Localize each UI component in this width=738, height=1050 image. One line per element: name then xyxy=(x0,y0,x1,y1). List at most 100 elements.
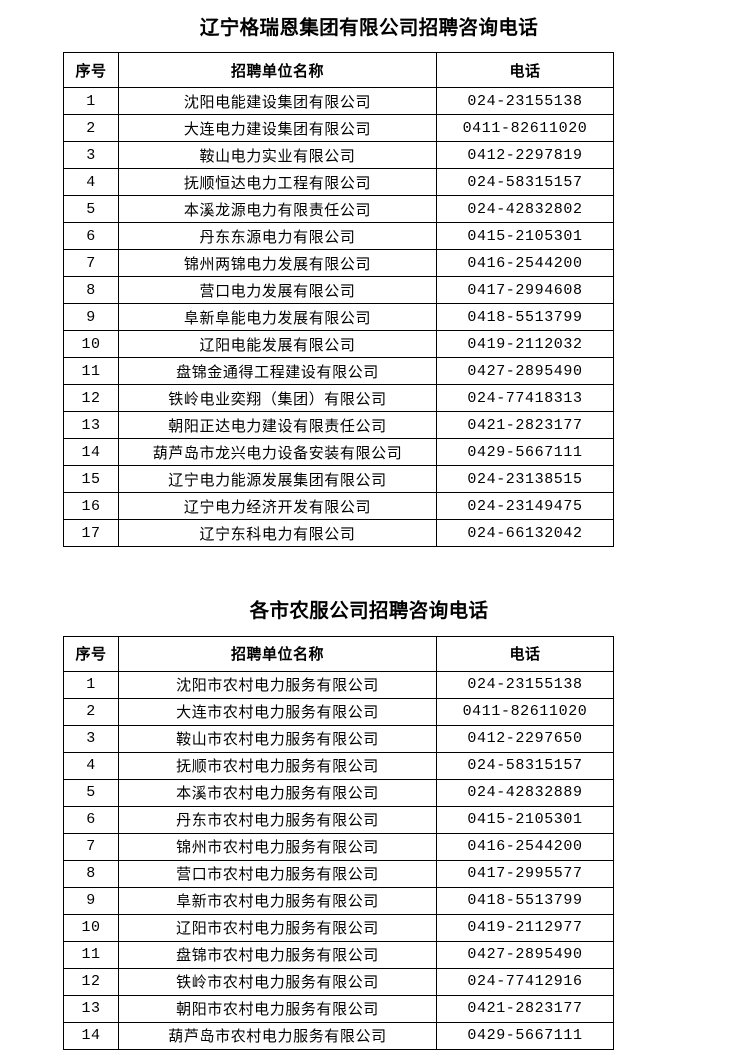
cell-phone-number: 0429-5667111 xyxy=(436,438,614,467)
cell-phone-number: 024-77412916 xyxy=(436,967,614,996)
section-group-companies: 辽宁格瑞恩集团有限公司招聘咨询电话 序号 招聘单位名称 电话 1 沈阳电能建设集团… xyxy=(63,17,614,548)
table-row: 2 大连市农村电力服务有限公司 0411-82611020 xyxy=(63,697,614,726)
cell-index: 12 xyxy=(63,384,119,413)
table-row: 4 抚顺市农村电力服务有限公司 024-58315157 xyxy=(63,751,614,780)
cell-company-name: 辽阳电能发展有限公司 xyxy=(118,330,437,359)
cell-company-name: 营口市农村电力服务有限公司 xyxy=(118,859,437,888)
cell-phone-number: 0427-2895490 xyxy=(436,357,614,386)
cell-phone-number: 024-58315157 xyxy=(436,751,614,780)
table-row: 12 铁岭电业奕翔（集团）有限公司 024-77418313 xyxy=(63,384,614,413)
cell-phone-number: 024-23155138 xyxy=(436,87,614,116)
cell-company-name: 锦州市农村电力服务有限公司 xyxy=(118,832,437,861)
table-wrapper-group-companies: 序号 招聘单位名称 电话 1 沈阳电能建设集团有限公司 024-23155138 2 大… xyxy=(63,52,614,548)
cell-company-name: 阜新阜能电力发展有限公司 xyxy=(118,303,437,332)
table-row: 7 锦州市农村电力服务有限公司 0416-2544200 xyxy=(63,832,614,861)
cell-index: 3 xyxy=(63,724,119,753)
table-row: 13 朝阳市农村电力服务有限公司 0421-2823177 xyxy=(63,994,614,1023)
table-row: 13 朝阳正达电力建设有限责任公司 0421-2823177 xyxy=(63,411,614,440)
cell-phone-number: 0416-2544200 xyxy=(436,832,614,861)
cell-company-name: 辽阳市农村电力服务有限公司 xyxy=(118,913,437,942)
table-row: 10 辽阳电能发展有限公司 0419-2112032 xyxy=(63,330,614,359)
table-row: 10 辽阳市农村电力服务有限公司 0419-2112977 xyxy=(63,913,614,942)
cell-phone-number: 024-42832802 xyxy=(436,195,614,224)
cell-phone-number: 0419-2112977 xyxy=(436,913,614,942)
cell-index: 9 xyxy=(63,303,119,332)
cell-index: 4 xyxy=(63,168,119,197)
cell-phone-number: 0415-2105301 xyxy=(436,222,614,251)
table-row: 15 辽宁电力能源发展集团有限公司 024-23138515 xyxy=(63,465,614,494)
cell-index: 14 xyxy=(63,1021,119,1050)
cell-company-name: 阜新市农村电力服务有限公司 xyxy=(118,886,437,915)
cell-index: 6 xyxy=(63,222,119,251)
cell-company-name: 沈阳市农村电力服务有限公司 xyxy=(118,670,437,699)
page-title-rural-service-companies: 各市农服公司招聘咨询电话 xyxy=(249,600,489,623)
cell-index: 1 xyxy=(63,670,119,699)
cell-index: 1 xyxy=(63,87,119,116)
table-row: 12 铁岭市农村电力服务有限公司 024-77412916 xyxy=(63,967,614,996)
cell-phone-number: 0417-2995577 xyxy=(436,859,614,888)
table-row: 9 阜新市农村电力服务有限公司 0418-5513799 xyxy=(63,886,614,915)
cell-company-name: 大连市农村电力服务有限公司 xyxy=(118,697,437,726)
table-row: 1 沈阳市农村电力服务有限公司 024-23155138 xyxy=(63,670,614,699)
table-header-row: 序号 招聘单位名称 电话 xyxy=(63,52,614,89)
table-header: 序号 招聘单位名称 电话 xyxy=(63,635,614,672)
table-row: 14 葫芦岛市农村电力服务有限公司 0429-5667111 xyxy=(63,1021,614,1050)
cell-index: 8 xyxy=(63,859,119,888)
table-row: 5 本溪龙源电力有限责任公司 024-42832802 xyxy=(63,195,614,224)
table-row: 8 营口市农村电力服务有限公司 0417-2995577 xyxy=(63,859,614,888)
cell-company-name: 铁岭电业奕翔（集团）有限公司 xyxy=(118,384,437,413)
section-rural-service-companies: 各市农服公司招聘咨询电话 序号 招聘单位名称 电话 1 沈阳市农村电力服务有限公司… xyxy=(0,600,738,1050)
cell-index: 5 xyxy=(63,778,119,807)
cell-index: 2 xyxy=(63,697,119,726)
cell-phone-number: 0421-2823177 xyxy=(436,411,614,440)
section-spacer xyxy=(0,547,738,600)
table-row: 7 锦州两锦电力发展有限公司 0416-2544200 xyxy=(63,249,614,278)
cell-company-name: 锦州两锦电力发展有限公司 xyxy=(118,249,437,278)
cell-company-name: 营口电力发展有限公司 xyxy=(118,276,437,305)
cell-phone-number: 0415-2105301 xyxy=(436,805,614,834)
cell-company-name: 辽宁电力能源发展集团有限公司 xyxy=(118,465,437,494)
cell-company-name: 丹东市农村电力服务有限公司 xyxy=(118,805,437,834)
table-row: 17 辽宁东科电力有限公司 024-66132042 xyxy=(63,519,614,548)
cell-index: 17 xyxy=(63,519,119,548)
cell-company-name: 葫芦岛市农村电力服务有限公司 xyxy=(118,1021,437,1050)
cell-company-name: 盘锦市农村电力服务有限公司 xyxy=(118,940,437,969)
cell-company-name: 大连电力建设集团有限公司 xyxy=(118,114,437,143)
recruitment-phone-table-rural-service-companies: 序号 招聘单位名称 电话 1 沈阳市农村电力服务有限公司 024-23155138 2… xyxy=(63,635,614,1050)
cell-company-name: 葫芦岛市龙兴电力设备安装有限公司 xyxy=(118,438,437,467)
cell-company-name: 朝阳市农村电力服务有限公司 xyxy=(118,994,437,1023)
table-wrapper-rural-service-companies: 序号 招聘单位名称 电话 1 沈阳市农村电力服务有限公司 024-23155138 2… xyxy=(63,635,614,1050)
column-header-phone: 电话 xyxy=(436,635,614,672)
cell-index: 11 xyxy=(63,940,119,969)
table-body: 1 沈阳电能建设集团有限公司 024-23155138 2 大连电力建设集团有限公司 04… xyxy=(63,87,614,548)
cell-company-name: 沈阳电能建设集团有限公司 xyxy=(118,87,437,116)
cell-index: 7 xyxy=(63,832,119,861)
cell-phone-number: 0416-2544200 xyxy=(436,249,614,278)
cell-index: 12 xyxy=(63,967,119,996)
cell-index: 6 xyxy=(63,805,119,834)
column-header-phone: 电话 xyxy=(436,52,614,89)
cell-phone-number: 0412-2297819 xyxy=(436,141,614,170)
cell-phone-number: 0417-2994608 xyxy=(436,276,614,305)
cell-phone-number: 024-77418313 xyxy=(436,384,614,413)
table-row: 16 辽宁电力经济开发有限公司 024-23149475 xyxy=(63,492,614,521)
cell-index: 2 xyxy=(63,114,119,143)
cell-index: 10 xyxy=(63,913,119,942)
cell-phone-number: 0429-5667111 xyxy=(436,1021,614,1050)
cell-index: 5 xyxy=(63,195,119,224)
cell-phone-number: 0411-82611020 xyxy=(436,697,614,726)
cell-phone-number: 024-66132042 xyxy=(436,519,614,548)
cell-index: 10 xyxy=(63,330,119,359)
cell-index: 3 xyxy=(63,141,119,170)
cell-phone-number: 024-23138515 xyxy=(436,465,614,494)
cell-phone-number: 0411-82611020 xyxy=(436,114,614,143)
cell-index: 4 xyxy=(63,751,119,780)
cell-company-name: 朝阳正达电力建设有限责任公司 xyxy=(118,411,437,440)
table-row: 3 鞍山市农村电力服务有限公司 0412-2297650 xyxy=(63,724,614,753)
cell-index: 13 xyxy=(63,994,119,1023)
cell-company-name: 铁岭市农村电力服务有限公司 xyxy=(118,967,437,996)
cell-phone-number: 0419-2112032 xyxy=(436,330,614,359)
cell-company-name: 本溪市农村电力服务有限公司 xyxy=(118,778,437,807)
cell-phone-number: 0427-2895490 xyxy=(436,940,614,969)
cell-phone-number: 0412-2297650 xyxy=(436,724,614,753)
